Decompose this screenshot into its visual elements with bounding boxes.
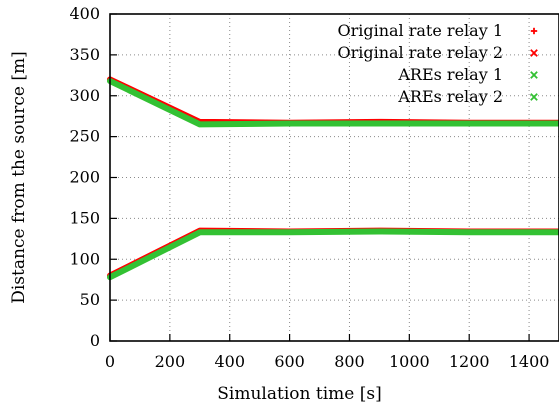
x-axis-title: Simulation time [s]: [217, 384, 381, 404]
y-tick-label: 400: [69, 4, 100, 23]
series-layer: [110, 79, 559, 277]
x-tick-label: 0: [105, 352, 115, 371]
legend-label: Original rate relay 2: [337, 43, 503, 62]
x-tick-label: 600: [274, 352, 305, 371]
legend: Original rate relay 1 Original rate relay…: [337, 21, 537, 106]
legend-marker-1: [531, 28, 537, 34]
x-tick-label: 400: [214, 352, 245, 371]
y-tick-label: 150: [69, 208, 100, 227]
grid-layer: [110, 14, 559, 341]
x-tick-label: 1000: [389, 352, 430, 371]
legend-marker-4: [531, 94, 537, 100]
legend-label: AREs relay 1: [397, 65, 503, 84]
y-tick-label: 50: [80, 290, 100, 309]
x-tick-label: 200: [155, 352, 186, 371]
y-tick-label: 200: [69, 168, 100, 187]
legend-marker-3: [531, 72, 537, 78]
x-tick-label: 1200: [449, 352, 490, 371]
y-tick-label: 100: [69, 249, 100, 268]
y-tick-label: 250: [69, 127, 100, 146]
y-tick-label: 300: [69, 86, 100, 105]
y-axis-title: Distance from the source [m]: [9, 51, 29, 304]
x-tick-label: 800: [334, 352, 365, 371]
y-tick-label: 0: [90, 331, 100, 350]
x-tick-label: 1400: [509, 352, 550, 371]
series-line-3: [110, 231, 559, 277]
legend-label: AREs relay 2: [397, 87, 503, 106]
series-line-1: [110, 231, 559, 276]
legend-label: Original rate relay 1: [337, 21, 503, 40]
y-tick-label: 350: [69, 45, 100, 64]
